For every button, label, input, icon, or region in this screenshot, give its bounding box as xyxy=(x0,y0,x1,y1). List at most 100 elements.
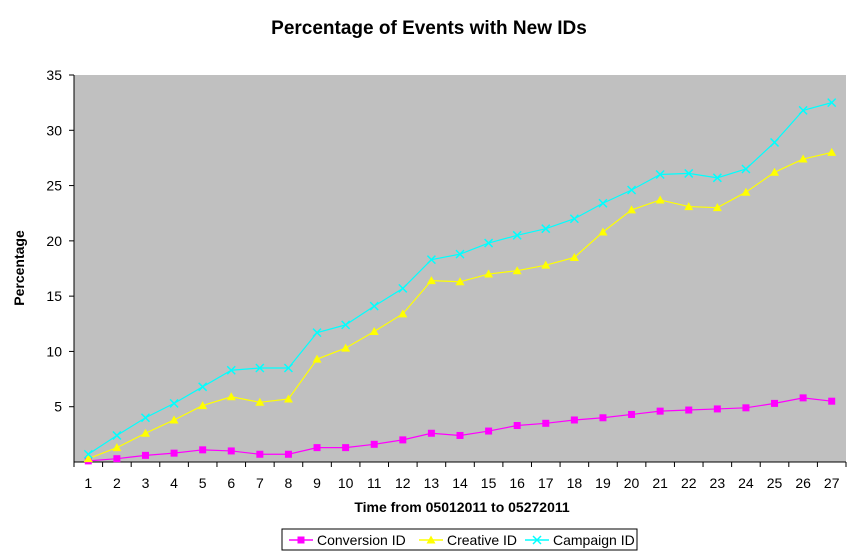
data-point-conversion-id xyxy=(542,419,550,427)
data-point-campaign-id xyxy=(827,98,837,108)
data-point-campaign-id xyxy=(169,398,179,408)
plot-area xyxy=(74,75,846,462)
data-point-creative-id xyxy=(426,276,436,285)
data-point-campaign-id xyxy=(569,214,579,224)
data-point-creative-id xyxy=(512,266,522,275)
data-point-campaign-id xyxy=(83,449,93,459)
y-tick-label: 20 xyxy=(46,233,62,249)
data-point-conversion-id xyxy=(342,444,350,452)
data-point-creative-id xyxy=(83,454,93,463)
data-point-conversion-id xyxy=(456,431,464,439)
x-tick-label: 17 xyxy=(538,475,554,491)
data-point-creative-id xyxy=(112,443,122,452)
data-point-campaign-id xyxy=(712,173,722,183)
chart-title: Percentage of Events with New IDs xyxy=(271,18,587,39)
x-tick-label: 26 xyxy=(795,475,811,491)
x-tick-label: 25 xyxy=(767,475,783,491)
data-point-creative-id xyxy=(798,154,808,163)
data-point-creative-id xyxy=(712,203,722,212)
data-point-conversion-id xyxy=(399,436,407,444)
data-point-campaign-id xyxy=(798,105,808,115)
x-tick-label: 24 xyxy=(738,475,754,491)
x-tick-label: 16 xyxy=(509,475,525,491)
y-tick-label: 15 xyxy=(46,288,62,304)
data-point-campaign-id xyxy=(598,198,608,208)
x-tick-label: 4 xyxy=(170,475,178,491)
data-point-campaign-id xyxy=(627,185,637,195)
data-point-creative-id xyxy=(684,202,694,211)
x-tick-label: 2 xyxy=(113,475,121,491)
series-creative-id xyxy=(83,147,837,463)
data-point-campaign-id xyxy=(484,238,494,248)
x-axis: 1 2 3 4 5 6 7 8 9 10 11 12 13 14 15 16 17 18 19 20 21 22 23 24 2… xyxy=(73,461,847,491)
legend-label: Creative ID xyxy=(447,532,517,548)
data-point-conversion-id xyxy=(628,410,636,418)
x-tick-label: 9 xyxy=(313,475,321,491)
data-point-creative-id xyxy=(398,309,408,318)
data-point-conversion-id xyxy=(170,449,178,457)
x-tick-label: 3 xyxy=(142,475,150,491)
data-point-creative-id xyxy=(655,195,665,204)
data-point-conversion-id xyxy=(742,404,750,412)
x-tick-label: 7 xyxy=(256,475,264,491)
legend-item-conversion-id: Conversion ID xyxy=(289,532,406,548)
y-tick-label: 25 xyxy=(46,178,62,194)
data-point-conversion-id xyxy=(313,444,321,452)
y-tick-label: 30 xyxy=(46,122,62,138)
x-tick-label: 5 xyxy=(199,475,207,491)
y-tick-label: 5 xyxy=(54,399,62,415)
data-point-conversion-id xyxy=(113,455,121,463)
data-point-creative-id xyxy=(569,252,579,261)
data-point-conversion-id xyxy=(799,394,807,402)
data-point-campaign-id xyxy=(398,283,408,293)
data-point-creative-id xyxy=(169,415,179,424)
legend-swatch-marker xyxy=(426,535,436,544)
y-tick-label: 10 xyxy=(46,343,62,359)
data-point-creative-id xyxy=(312,354,322,363)
series-conversion-id xyxy=(84,394,836,465)
data-point-creative-id xyxy=(341,343,351,352)
data-point-conversion-id xyxy=(570,416,578,424)
data-point-conversion-id xyxy=(199,446,207,454)
data-point-creative-id xyxy=(541,260,551,269)
data-point-campaign-id xyxy=(769,137,780,147)
x-tick-label: 13 xyxy=(424,475,440,491)
legend: Conversion ID Creative ID Campaign ID xyxy=(281,528,638,551)
data-point-campaign-id xyxy=(140,413,151,423)
data-point-creative-id xyxy=(598,227,608,236)
data-point-creative-id xyxy=(369,327,379,336)
data-point-campaign-id xyxy=(198,382,208,392)
y-tick-label: 35 xyxy=(46,67,62,83)
data-point-conversion-id xyxy=(771,399,779,407)
data-point-creative-id xyxy=(741,187,751,196)
x-tick-label: 8 xyxy=(285,475,293,491)
legend-swatch-marker xyxy=(532,535,542,545)
legend-swatch-marker xyxy=(297,536,305,544)
data-point-creative-id xyxy=(770,167,780,176)
data-point-campaign-id xyxy=(226,365,236,375)
data-point-conversion-id xyxy=(599,414,607,422)
data-point-creative-id xyxy=(484,269,494,278)
data-point-creative-id xyxy=(455,277,465,286)
data-point-campaign-id xyxy=(512,230,522,240)
data-point-conversion-id xyxy=(828,397,836,405)
data-point-campaign-id xyxy=(312,328,322,338)
x-tick-label: 10 xyxy=(338,475,354,491)
data-point-campaign-id xyxy=(341,320,351,330)
data-point-creative-id xyxy=(226,392,236,401)
data-point-conversion-id xyxy=(256,450,264,458)
legend-item-creative-id: Creative ID xyxy=(419,532,517,548)
data-point-creative-id xyxy=(283,394,293,403)
data-point-campaign-id xyxy=(541,224,551,234)
legend-item-campaign-id: Campaign ID xyxy=(525,532,635,548)
data-point-creative-id xyxy=(627,205,637,214)
x-tick-label: 20 xyxy=(624,475,640,491)
data-point-creative-id xyxy=(198,401,208,410)
x-tick-label: 22 xyxy=(681,475,697,491)
x-tick-label: 27 xyxy=(824,475,840,491)
data-point-campaign-id xyxy=(369,301,379,311)
x-tick-label: 12 xyxy=(395,475,411,491)
y-axis: 5 10 15 20 25 30 35 xyxy=(46,67,75,462)
